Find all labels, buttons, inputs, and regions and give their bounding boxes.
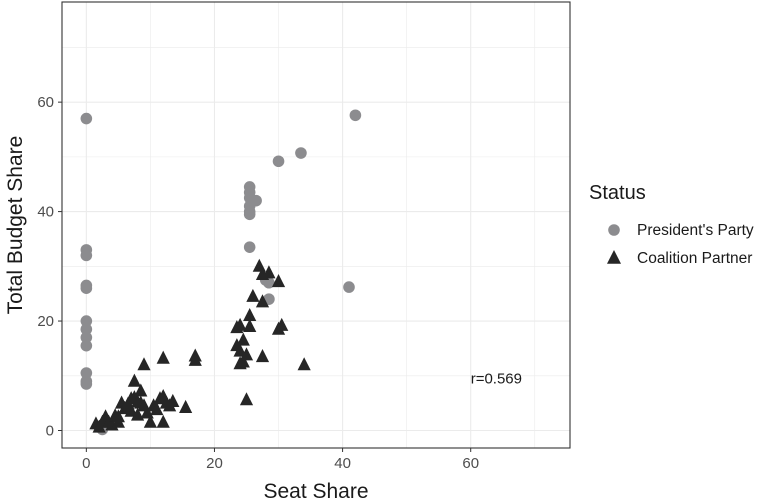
triangle-point bbox=[156, 414, 170, 428]
legend-items: President's Party Coalition Partner bbox=[607, 222, 754, 267]
triangle-point bbox=[243, 307, 257, 322]
legend-title: Status bbox=[589, 182, 646, 204]
circle-point bbox=[243, 208, 256, 221]
axis-ticks: 0 20 40 60 0 20 40 60 bbox=[37, 94, 479, 472]
circle-point bbox=[295, 147, 307, 159]
triangle-point bbox=[150, 402, 164, 416]
triangle-point bbox=[239, 347, 254, 361]
y-tick-label: 40 bbox=[37, 204, 54, 221]
triangle-point bbox=[233, 356, 247, 370]
triangle-point bbox=[233, 343, 247, 357]
x-axis-title: Seat Share bbox=[263, 480, 368, 503]
x-tick-label: 60 bbox=[462, 455, 479, 472]
legend-triangle-key bbox=[607, 249, 621, 264]
data-points bbox=[80, 109, 362, 436]
correlation-annotation: r=0.569 bbox=[471, 371, 522, 388]
triangle-point bbox=[246, 288, 260, 302]
triangle-point bbox=[134, 383, 148, 397]
legend-label: President's Party bbox=[637, 222, 754, 239]
triangle-point bbox=[271, 274, 286, 288]
triangle-point bbox=[255, 349, 270, 363]
x-tick-label: 40 bbox=[334, 455, 351, 472]
y-axis-title: Total Budget Share bbox=[4, 136, 27, 315]
circle-point bbox=[80, 331, 93, 344]
triangle-point bbox=[124, 403, 138, 417]
triangle-point bbox=[179, 399, 193, 413]
circle-point bbox=[243, 241, 256, 253]
circle-point bbox=[343, 281, 355, 293]
triangle-point bbox=[156, 350, 170, 364]
circle-point bbox=[80, 249, 93, 262]
legend: Status President's Party Coalition Partne… bbox=[589, 182, 754, 267]
triangle-point bbox=[239, 392, 254, 406]
circle-point bbox=[250, 194, 262, 207]
triangle-point bbox=[111, 414, 125, 428]
circle-point bbox=[80, 315, 93, 327]
circle-point bbox=[80, 367, 93, 379]
triangle-point bbox=[188, 352, 202, 366]
triangle-point bbox=[243, 318, 257, 332]
circle-point bbox=[80, 282, 93, 295]
circle-point bbox=[80, 339, 93, 352]
triangle-point bbox=[130, 407, 145, 421]
triangle-point bbox=[255, 294, 270, 308]
triangle-point bbox=[297, 357, 311, 371]
circle-point bbox=[349, 109, 362, 122]
circle-point bbox=[80, 112, 93, 125]
triangle-point bbox=[143, 414, 158, 428]
circle-point bbox=[80, 378, 93, 390]
triangle-point bbox=[233, 317, 247, 331]
circle-point bbox=[272, 155, 285, 168]
legend-circle-key bbox=[608, 224, 620, 236]
y-tick-label: 0 bbox=[46, 422, 54, 439]
triangle-point bbox=[127, 373, 141, 387]
x-tick-label: 0 bbox=[82, 455, 90, 472]
triangle-point bbox=[262, 265, 276, 279]
grid-lines bbox=[62, 2, 570, 448]
triangle-point bbox=[137, 357, 151, 371]
triangle-point bbox=[271, 321, 286, 335]
plot-panel bbox=[62, 2, 570, 448]
plot-border bbox=[61, 1, 571, 449]
circle-point bbox=[80, 323, 93, 336]
x-tick-label: 20 bbox=[206, 455, 223, 472]
triangle-point bbox=[166, 393, 180, 407]
legend-label: Coalition Partner bbox=[637, 250, 752, 267]
triangle-point bbox=[236, 332, 250, 346]
series-coalition-partner bbox=[89, 258, 311, 433]
y-tick-label: 20 bbox=[37, 313, 54, 330]
y-tick-label: 60 bbox=[37, 94, 54, 111]
